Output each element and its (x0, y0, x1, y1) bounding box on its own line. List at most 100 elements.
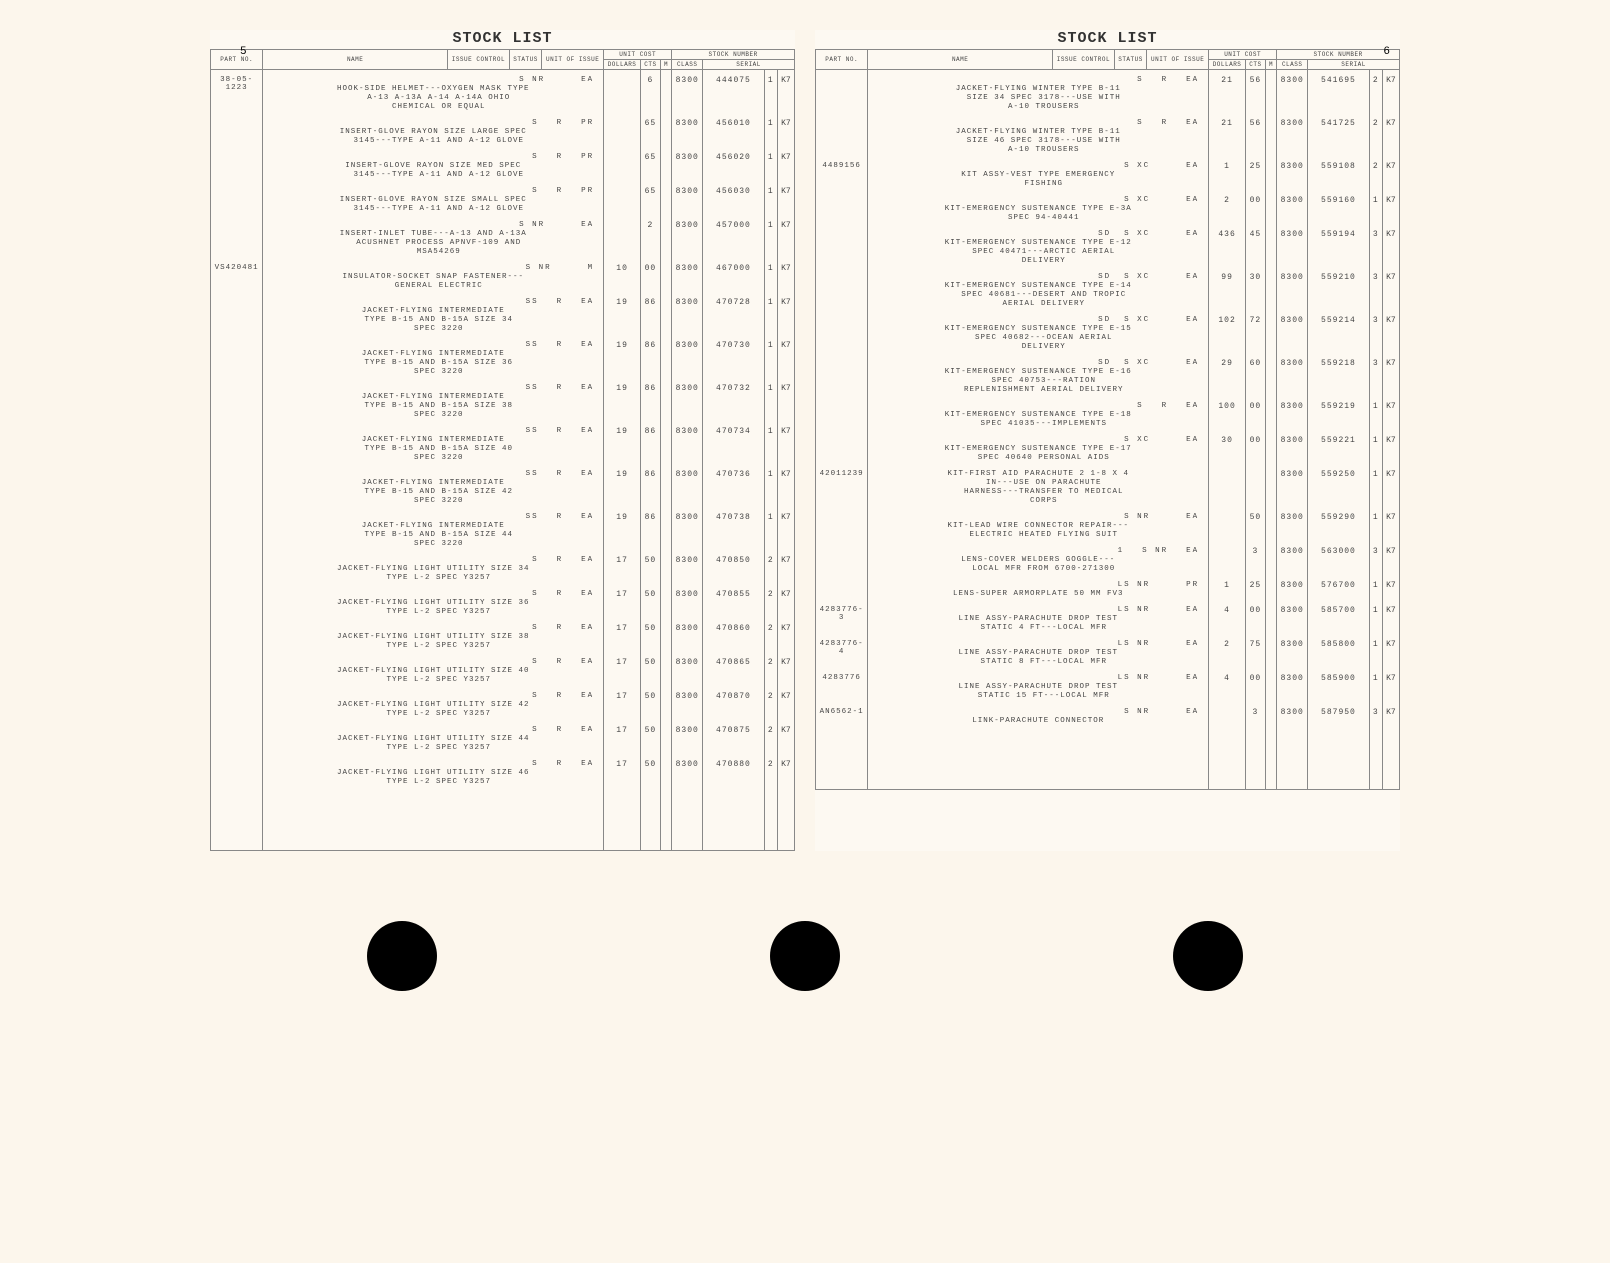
cell-cts: 86 (641, 335, 661, 378)
cell-x1: 2 (764, 686, 777, 720)
cell-cts: 3 (1246, 541, 1266, 575)
cell-m (660, 754, 671, 788)
cell-x1: 1 (1369, 464, 1382, 507)
cell-dollars: 102 (1209, 310, 1246, 353)
cell-x1: 1 (764, 70, 777, 114)
cell-serial: 559221 (1308, 430, 1370, 464)
th-dollars: DOLLARS (1209, 60, 1246, 70)
cell-part-no (211, 652, 263, 686)
cell-cts: 50 (641, 618, 661, 652)
cell-codes: S NREA (266, 221, 600, 230)
cell-class: 8300 (1277, 702, 1308, 727)
cell-part-no (211, 113, 263, 147)
cell-x2: K7 (1382, 634, 1399, 668)
cell-x2: K7 (777, 507, 794, 550)
cell-x2: K7 (1382, 668, 1399, 702)
cell-x1: 1 (764, 378, 777, 421)
cell-dollars (604, 113, 641, 147)
cell-class: 8300 (672, 686, 703, 720)
cell-cts: 50 (641, 584, 661, 618)
cell-serial: 559194 (1308, 224, 1370, 267)
table-row: SD S XCEAKIT-EMERGENCY SUSTENANCE TYPE E… (816, 224, 1400, 267)
cell-part-no (211, 181, 263, 215)
cell-name: S NREAINSERT-INLET TUBE---A-13 AND A-13A… (263, 215, 604, 258)
cell-cts: 86 (641, 292, 661, 335)
cell-x2: K7 (777, 720, 794, 754)
cell-codes: LS NRPR (871, 581, 1205, 590)
cell-codes: SD S XCEA (871, 316, 1205, 325)
table-row: SD S XCEAKIT-EMERGENCY SUSTENANCE TYPE E… (816, 267, 1400, 310)
cell-part-no (211, 215, 263, 258)
table-row (211, 788, 795, 851)
cell-x2: K7 (777, 421, 794, 464)
cell-m (1265, 600, 1276, 634)
cell-x1: 1 (764, 215, 777, 258)
cell-class: 8300 (672, 258, 703, 292)
cell-m (1265, 464, 1276, 507)
cell-serial: 559108 (1308, 156, 1370, 190)
table-row: SREAJACKET-FLYING LIGHT UTILITY SIZE 40 … (211, 652, 795, 686)
cell-name: SD S XCEAKIT-EMERGENCY SUSTENANCE TYPE E… (868, 267, 1209, 310)
cell-x2: K7 (777, 258, 794, 292)
cell-cts: 56 (1246, 113, 1266, 156)
cell-class: 8300 (1277, 310, 1308, 353)
cell-part-no (816, 541, 868, 575)
cell-x1: 2 (764, 584, 777, 618)
table-row: SSREAJACKET-FLYING INTERMEDIATE TYPE B-1… (211, 292, 795, 335)
cell-class: 8300 (672, 464, 703, 507)
cell-x2: K7 (1382, 190, 1399, 224)
cell-cts: 50 (1246, 507, 1266, 541)
cell-name: SRPRINSERT-GLOVE RAYON SIZE LARGE SPEC 3… (263, 113, 604, 147)
cell-name: SREAJACKET-FLYING WINTER TYPE B-11 SIZE … (868, 70, 1209, 114)
table-row: 38-05-1223S NREAHOOK-SIDE HELMET---OXYGE… (211, 70, 795, 114)
cell-part-no: AN6562-1 (816, 702, 868, 727)
cell-name: SREAJACKET-FLYING LIGHT UTILITY SIZE 34 … (263, 550, 604, 584)
cell-cts: 00 (1246, 190, 1266, 224)
table-row: SRPRINSERT-GLOVE RAYON SIZE LARGE SPEC 3… (211, 113, 795, 147)
cell-cts: 50 (641, 686, 661, 720)
cell-class: 8300 (672, 378, 703, 421)
cell-cts: 86 (641, 507, 661, 550)
cell-x1: 1 (1369, 430, 1382, 464)
table-row: SSREAJACKET-FLYING INTERMEDIATE TYPE B-1… (211, 421, 795, 464)
cell-dollars: 21 (1209, 70, 1246, 114)
cell-x1: 2 (764, 550, 777, 584)
cell-cts: 3 (1246, 702, 1266, 727)
cell-class: 8300 (1277, 70, 1308, 114)
page-6: 6 STOCK LIST PART NO. NAME ISSUE CONTROL… (815, 30, 1400, 851)
cell-codes: SREA (871, 402, 1205, 411)
cell-m (1265, 541, 1276, 575)
cell-part-no (211, 421, 263, 464)
th-unit: UNIT OF ISSUE (542, 50, 604, 70)
cell-part-no (816, 113, 868, 156)
cell-x2: K7 (1382, 310, 1399, 353)
cell-m (1265, 310, 1276, 353)
table-row: AN6562-1S NREALINK-PARACHUTE CONNECTOR38… (816, 702, 1400, 727)
cell-dollars: 10 (604, 258, 641, 292)
th-name: NAME (868, 50, 1053, 70)
cell-class: 8300 (1277, 541, 1308, 575)
cell-x2: K7 (777, 550, 794, 584)
cell-x1: 3 (1369, 224, 1382, 267)
table-row: 1S NREALENS-COVER WELDERS GOGGLE--- LOCA… (816, 541, 1400, 575)
cell-x1: 1 (764, 421, 777, 464)
cell-x1: 1 (1369, 507, 1382, 541)
cell-cts: 2 (641, 215, 661, 258)
cell-codes: SD S XCEA (871, 359, 1205, 368)
cell-m (1265, 353, 1276, 396)
table-row: SREAJACKET-FLYING LIGHT UTILITY SIZE 36 … (211, 584, 795, 618)
cell-part-no (816, 310, 868, 353)
cell-x1: 3 (1369, 541, 1382, 575)
table-row (816, 727, 1400, 790)
cell-serial: 470875 (703, 720, 765, 754)
cell-dollars (1209, 541, 1246, 575)
cell-cts: 25 (1246, 575, 1266, 600)
cell-x2: K7 (1382, 70, 1399, 114)
cell-name: LS NREALINE ASSY-PARACHUTE DROP TEST STA… (868, 668, 1209, 702)
cell-name: LS NRPRLENS-SUPER ARMORPLATE 50 MM FV3 (868, 575, 1209, 600)
cell-m (1265, 267, 1276, 310)
th-serial: SERIAL (703, 60, 795, 70)
cell-part-no: 4283776 (816, 668, 868, 702)
table-row: SSREAJACKET-FLYING INTERMEDIATE TYPE B-1… (211, 464, 795, 507)
cell-name: S NREAKIT-LEAD WIRE CONNECTOR REPAIR--- … (868, 507, 1209, 541)
